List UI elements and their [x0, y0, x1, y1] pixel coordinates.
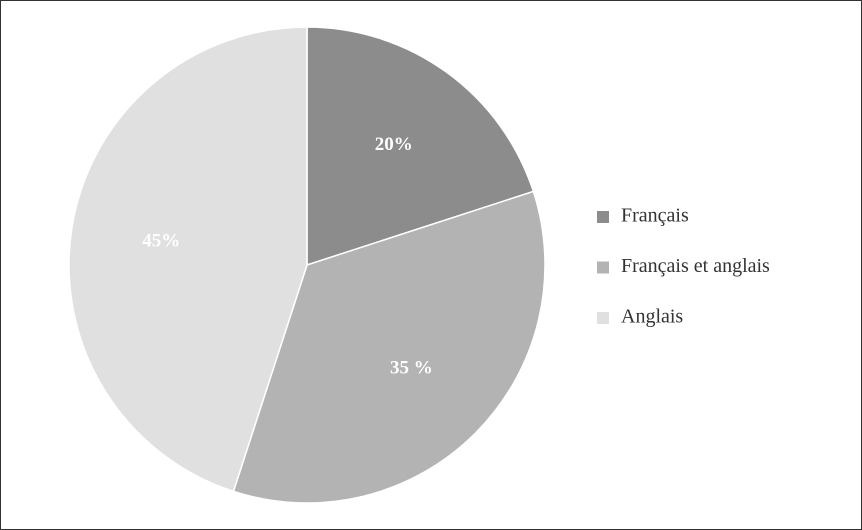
pie-slice: [306, 26, 535, 267]
legend-label: Anglais: [621, 306, 683, 328]
data-label: 45%: [142, 230, 180, 251]
legend-swatch: [597, 312, 609, 324]
data-label: 20%: [375, 134, 413, 155]
legend-swatch: [597, 211, 609, 223]
data-label: 35 %: [390, 358, 433, 379]
legend-label: Français et anglais: [621, 255, 770, 277]
legend-label: Français: [621, 205, 689, 227]
pie-slice: [232, 190, 546, 504]
legend-swatch: [597, 261, 609, 274]
pie-slice: [68, 26, 308, 493]
